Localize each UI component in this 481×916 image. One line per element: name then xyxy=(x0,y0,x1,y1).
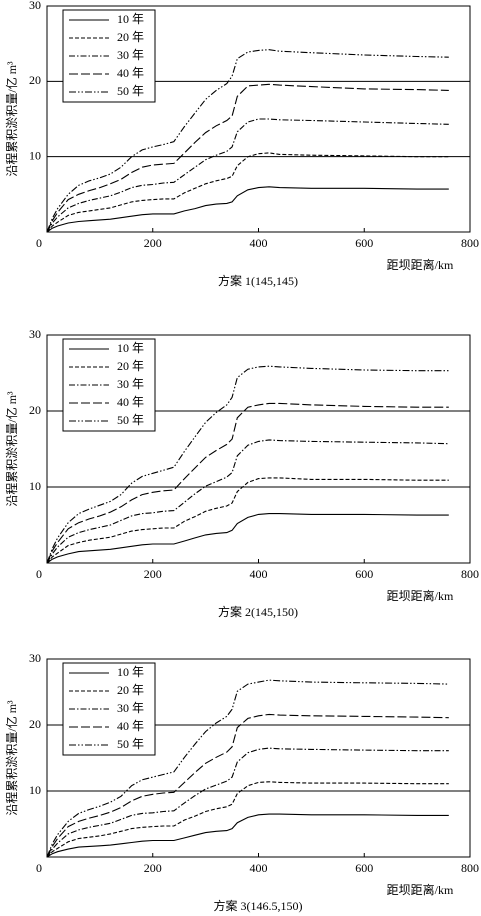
x-tick-label: 0 xyxy=(36,567,42,581)
x-tick-label: 600 xyxy=(355,567,373,581)
legend-label: 40 年 xyxy=(117,719,144,733)
y-tick-label: 30 xyxy=(29,0,41,12)
chart-caption: 方案 3(146.5,150) xyxy=(214,898,303,913)
series-line xyxy=(46,713,449,858)
chart: 10 20 30 0 200 400 600 800 距坝距离/km 方案 1(145,145) 沿… xyxy=(4,0,479,288)
x-tick-label: 800 xyxy=(461,236,479,250)
y-tick-label: 10 xyxy=(29,148,41,162)
series-line xyxy=(46,365,449,564)
legend-label: 30 年 xyxy=(117,701,144,715)
x-tick-label: 800 xyxy=(461,567,479,581)
y-axis-label: 沿程累积淤积量/亿 m³ xyxy=(4,700,19,816)
chart: 10 20 30 0 200 400 600 800 距坝距离/km 方案 2(145,150) 沿… xyxy=(4,327,479,619)
legend-label: 10 年 xyxy=(117,12,144,26)
x-tick-label: 600 xyxy=(355,861,373,875)
x-tick-label: 400 xyxy=(250,236,268,250)
x-tick-label: 0 xyxy=(36,861,42,875)
legend-label: 20 年 xyxy=(117,30,144,44)
series-line xyxy=(46,439,449,564)
x-tick-label: 200 xyxy=(144,567,162,581)
legend-label: 10 年 xyxy=(117,341,144,355)
series-line xyxy=(46,813,449,858)
y-axis-label: 沿程累积淤积量/亿 m³ xyxy=(4,61,19,177)
legend-label: 10 年 xyxy=(117,665,144,679)
series-line xyxy=(46,402,449,564)
legend-label: 30 年 xyxy=(117,48,144,62)
series-line xyxy=(46,477,449,564)
y-tick-label: 10 xyxy=(29,479,41,493)
series-line xyxy=(46,49,449,233)
y-tick-label: 20 xyxy=(29,717,41,731)
series-line xyxy=(46,152,449,233)
y-tick-label: 10 xyxy=(29,783,41,797)
x-tick-label: 200 xyxy=(144,236,162,250)
chart-caption: 方案 2(145,150) xyxy=(218,604,298,619)
chart: 10 20 30 0 200 400 600 800 距坝距离/km 方案 3(146.5,150… xyxy=(4,651,479,913)
legend-label: 50 年 xyxy=(117,413,144,427)
series-line xyxy=(46,781,449,858)
x-tick-label: 800 xyxy=(461,861,479,875)
chart-caption: 方案 1(145,145) xyxy=(218,273,298,288)
x-tick-label: 400 xyxy=(250,567,268,581)
legend-label: 20 年 xyxy=(117,359,144,373)
x-axis-label: 距坝距离/km xyxy=(387,588,454,603)
legend-label: 30 年 xyxy=(117,377,144,391)
legend-label: 20 年 xyxy=(117,683,144,697)
series-line xyxy=(46,679,449,858)
series-line xyxy=(46,186,449,233)
x-tick-label: 200 xyxy=(144,861,162,875)
legend-label: 40 年 xyxy=(117,395,144,409)
x-tick-label: 600 xyxy=(355,236,373,250)
y-tick-label: 20 xyxy=(29,403,41,417)
series-line xyxy=(46,118,449,233)
legend-label: 50 年 xyxy=(117,737,144,751)
x-axis-label: 距坝距离/km xyxy=(387,882,454,897)
series-line xyxy=(46,83,449,233)
legend-label: 40 年 xyxy=(117,66,144,80)
series-line xyxy=(46,747,449,858)
legend-label: 50 年 xyxy=(117,84,144,98)
y-tick-label: 20 xyxy=(29,73,41,87)
x-tick-label: 0 xyxy=(36,236,42,250)
x-axis-label: 距坝距离/km xyxy=(387,257,454,272)
y-tick-label: 30 xyxy=(29,327,41,341)
x-tick-label: 400 xyxy=(250,861,268,875)
y-axis-label: 沿程累积淤积量/亿 m³ xyxy=(4,391,19,507)
series-line xyxy=(46,513,449,564)
y-tick-label: 30 xyxy=(29,651,41,665)
